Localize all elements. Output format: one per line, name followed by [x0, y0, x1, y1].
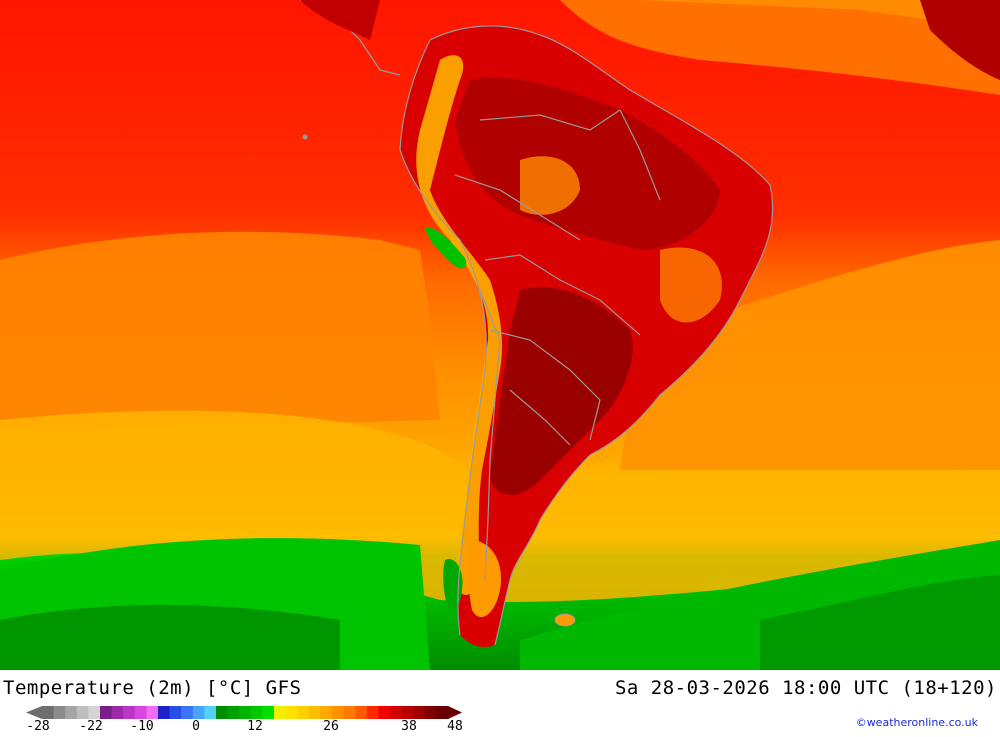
legend-swatch: [146, 706, 159, 719]
legend-swatch: [274, 706, 287, 719]
legend-swatch: [227, 706, 240, 719]
legend-tick: -22: [79, 719, 103, 734]
legend-swatch: [436, 706, 449, 719]
legend-swatch: [239, 706, 252, 719]
legend-swatch: [216, 706, 229, 719]
legend-swatch: [158, 706, 171, 719]
legend-tick: 38: [401, 719, 417, 734]
legend-swatch: [366, 706, 379, 719]
forecast-datetime: Sa 28-03-2026 18:00 UTC (18+120): [614, 677, 997, 699]
legend-swatch: [320, 706, 333, 719]
legend-swatch: [355, 706, 368, 719]
andes-yellow-strip: [416, 55, 502, 596]
falkland-islands: [554, 613, 576, 627]
orange-north-band: [560, 0, 1000, 95]
legend-swatch: [297, 706, 310, 719]
legend-swatch: [285, 706, 298, 719]
galapagos-island: [302, 134, 308, 140]
patagonia-orange: [467, 540, 501, 618]
country-borders: [299, 0, 1000, 646]
legend-swatch: [378, 706, 391, 719]
legend-swatch: [390, 706, 403, 719]
legend-tick: -28: [26, 719, 50, 734]
legend-swatch: [169, 706, 182, 719]
temperature-map: [0, 0, 1000, 670]
orange-east-patch: [660, 247, 722, 323]
orange-interior-patch: [520, 156, 580, 215]
legend-tick: 26: [323, 719, 339, 734]
dark-green-patch: [0, 605, 340, 670]
legend-swatch: [413, 706, 426, 719]
legend-swatch: [53, 706, 66, 719]
legend-swatch: [76, 706, 89, 719]
orange-west-band: [0, 231, 440, 430]
legend-swatch: [123, 706, 136, 719]
legend-swatch: [308, 706, 321, 719]
caribbean-hot-spot: [300, 0, 1000, 80]
south-america-landmass: [400, 25, 773, 647]
legend-swatch: [332, 706, 345, 719]
legend-tick: 48: [447, 719, 463, 734]
legend-swatch: [204, 706, 217, 719]
credit-link[interactable]: ©weatheronline.co.uk: [855, 716, 978, 729]
legend-swatch: [42, 706, 55, 719]
legend-swatch: [424, 706, 437, 719]
andes-green-strip: [425, 227, 467, 269]
legend-swatch: [100, 706, 113, 719]
legend-swatch: [401, 706, 414, 719]
legend-tick: -10: [130, 719, 154, 734]
legend-arrow-right: [448, 706, 462, 719]
map-title: Temperature (2m) [°C] GFS: [3, 677, 302, 699]
legend-swatch: [88, 706, 101, 719]
legend-swatch: [343, 706, 356, 719]
orange-east-band: [620, 240, 1000, 470]
color-legend: [0, 700, 470, 733]
legend-swatch: [181, 706, 194, 719]
legend-arrow-left: [26, 706, 42, 719]
legend-swatch: [134, 706, 147, 719]
legend-tick: 12: [247, 719, 263, 734]
legend-swatch: [250, 706, 263, 719]
legend-swatch: [192, 706, 205, 719]
legend-swatch: [111, 706, 124, 719]
dark-green-patch-east: [760, 575, 1000, 670]
legend-swatch: [262, 706, 275, 719]
legend-tick: 0: [192, 719, 200, 734]
legend-swatch: [65, 706, 78, 719]
